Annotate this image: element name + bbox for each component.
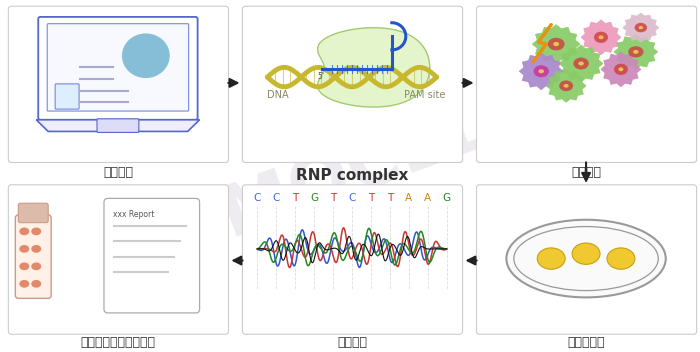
FancyBboxPatch shape [477, 185, 696, 334]
Polygon shape [581, 20, 621, 55]
Polygon shape [546, 69, 586, 102]
Ellipse shape [32, 263, 41, 270]
Ellipse shape [32, 227, 41, 235]
Polygon shape [614, 34, 658, 69]
Ellipse shape [628, 46, 643, 57]
Ellipse shape [607, 248, 635, 269]
Ellipse shape [538, 69, 544, 73]
FancyBboxPatch shape [47, 24, 188, 111]
Text: PAM site: PAM site [404, 90, 445, 100]
Text: 单克隆形成: 单克隆形成 [567, 336, 605, 349]
Text: 测序验证: 测序验证 [337, 336, 367, 349]
FancyBboxPatch shape [8, 6, 228, 163]
Ellipse shape [635, 23, 647, 32]
Text: 设计方案: 设计方案 [103, 166, 133, 180]
Polygon shape [519, 53, 564, 90]
Text: G: G [310, 193, 319, 203]
Ellipse shape [638, 26, 643, 29]
Ellipse shape [614, 64, 628, 75]
FancyBboxPatch shape [97, 119, 139, 132]
Ellipse shape [533, 65, 549, 77]
Ellipse shape [506, 220, 666, 297]
FancyBboxPatch shape [477, 6, 696, 163]
Text: C: C [349, 193, 356, 203]
Text: T: T [368, 193, 374, 203]
FancyBboxPatch shape [104, 199, 200, 313]
Ellipse shape [573, 57, 589, 69]
Text: C: C [272, 193, 280, 203]
FancyBboxPatch shape [242, 185, 463, 334]
Ellipse shape [20, 280, 29, 288]
Ellipse shape [618, 67, 624, 71]
Text: xxx Report: xxx Report [113, 210, 154, 219]
Ellipse shape [122, 33, 169, 78]
Ellipse shape [20, 227, 29, 235]
Text: T: T [292, 193, 298, 203]
Ellipse shape [578, 62, 584, 65]
Ellipse shape [633, 50, 638, 54]
Text: DNA: DNA [267, 90, 289, 100]
Text: 质检冻存（提供报告）: 质检冻存（提供报告） [80, 336, 155, 349]
Polygon shape [601, 52, 640, 87]
Ellipse shape [553, 42, 559, 46]
Ellipse shape [594, 32, 608, 43]
Ellipse shape [598, 35, 603, 39]
FancyBboxPatch shape [38, 17, 197, 120]
Ellipse shape [564, 84, 568, 88]
Text: C: C [253, 193, 261, 203]
Text: T: T [330, 193, 336, 203]
Text: 细胞转染: 细胞转染 [571, 166, 601, 180]
Polygon shape [318, 28, 430, 107]
Text: RNP complex: RNP complex [296, 168, 408, 183]
Ellipse shape [538, 248, 565, 269]
Ellipse shape [20, 245, 29, 253]
Text: NMOCELL: NMOCELL [156, 74, 544, 271]
Polygon shape [559, 45, 603, 82]
Polygon shape [623, 13, 659, 42]
Text: 5': 5' [317, 72, 324, 81]
Polygon shape [36, 120, 200, 131]
Ellipse shape [559, 81, 573, 91]
Ellipse shape [32, 245, 41, 253]
FancyBboxPatch shape [8, 185, 228, 334]
FancyBboxPatch shape [242, 6, 463, 163]
Ellipse shape [20, 263, 29, 270]
Text: A: A [424, 193, 431, 203]
Text: A: A [405, 193, 412, 203]
FancyBboxPatch shape [15, 215, 51, 298]
Ellipse shape [548, 38, 564, 50]
FancyBboxPatch shape [55, 84, 79, 109]
Ellipse shape [572, 243, 600, 264]
Text: T: T [386, 193, 393, 203]
Polygon shape [532, 25, 580, 63]
Ellipse shape [32, 280, 41, 288]
Text: G: G [442, 193, 451, 203]
FancyBboxPatch shape [18, 203, 48, 223]
